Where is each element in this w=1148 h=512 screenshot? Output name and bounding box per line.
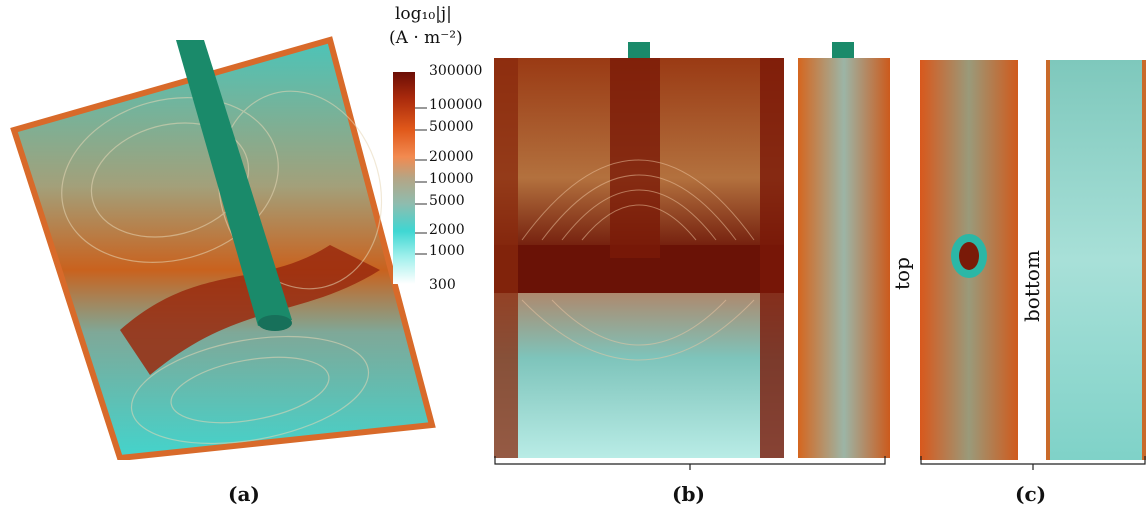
panel-label-a: (a) — [228, 482, 260, 506]
tick-1000: 1000 — [429, 243, 465, 259]
tick-300: 300 — [429, 277, 456, 293]
panel-c — [918, 58, 1148, 462]
colorbar-title-line2: (A · m⁻²) — [389, 28, 463, 48]
panel-a — [0, 30, 440, 460]
tick-50000: 50000 — [429, 119, 474, 135]
colorbar-tick-marks — [415, 107, 427, 255]
tick-2000: 2000 — [429, 222, 465, 238]
colorbar-gradient — [393, 72, 415, 284]
electrode-rod — [176, 40, 292, 326]
tick-300000: 300000 — [429, 63, 483, 79]
panel-b-bracket — [494, 456, 886, 470]
panel-label-b: (b) — [672, 482, 705, 506]
panel-label-c: (c) — [1015, 482, 1047, 506]
panel-b — [492, 40, 892, 460]
tick-100000: 100000 — [429, 97, 483, 113]
tick-5000: 5000 — [429, 193, 465, 209]
colorbar: log₁₀|j| (A · m⁻²) 300000 100000 50000 2… — [385, 0, 505, 300]
tick-20000: 20000 — [429, 149, 474, 165]
panel-b-streamlines — [494, 42, 890, 458]
tick-10000: 10000 — [429, 171, 474, 187]
colorbar-title-line1: log₁₀|j| — [395, 4, 452, 24]
panel-a-streamlines — [10, 36, 436, 460]
label-bottom: bottom — [1020, 250, 1044, 322]
label-top: top — [890, 257, 914, 290]
panel-c-streamlines — [920, 60, 1146, 460]
panel-c-bracket — [920, 456, 1146, 470]
